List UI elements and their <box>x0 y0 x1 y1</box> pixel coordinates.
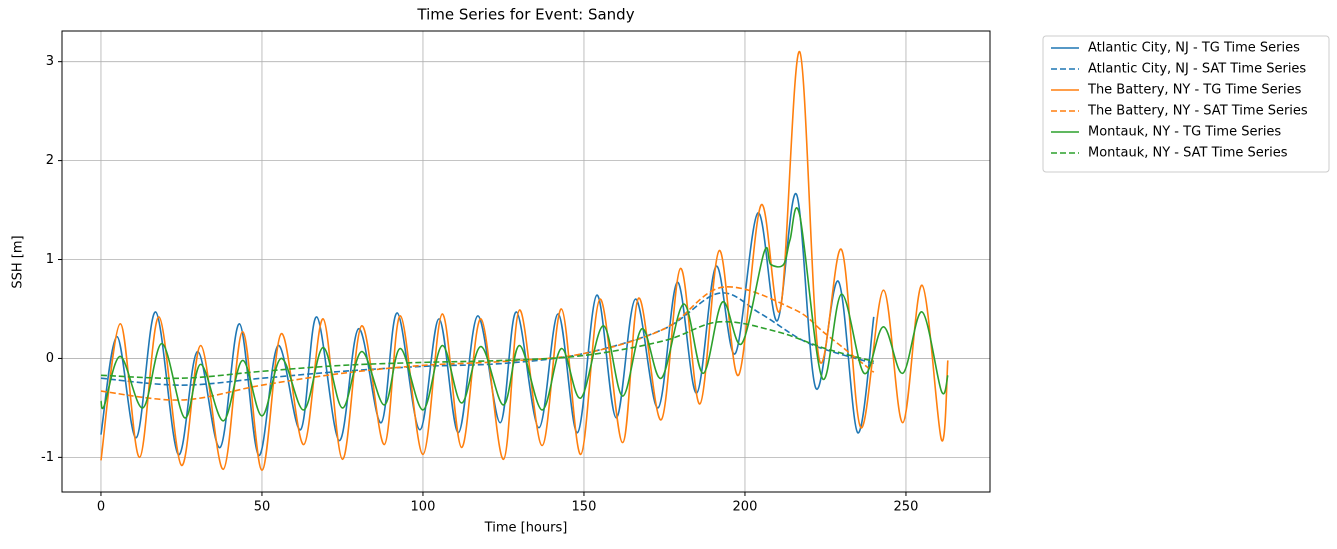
x-tick-label: 200 <box>733 500 758 515</box>
legend-label: Montauk, NY - SAT Time Series <box>1088 146 1288 161</box>
legend-label: Montauk, NY - TG Time Series <box>1088 125 1281 140</box>
x-tick-label: 0 <box>97 500 105 515</box>
chart-title: Time Series for Event: Sandy <box>416 6 634 24</box>
series-line <box>100 193 875 457</box>
y-axis-label: SSH [m] <box>11 235 26 288</box>
series-line <box>100 320 874 380</box>
legend-label: Atlantic City, NJ - SAT Time Series <box>1088 62 1306 77</box>
x-tick-label: 150 <box>572 500 597 515</box>
y-tick-label: 0 <box>46 351 54 366</box>
y-tick-label: -1 <box>41 450 54 465</box>
legend-box <box>1042 35 1330 173</box>
y-tick-label: 3 <box>46 54 54 69</box>
x-tick-label: 50 <box>254 500 271 515</box>
legend-label: The Battery, NY - SAT Time Series <box>1087 104 1308 119</box>
legend-label: The Battery, NY - TG Time Series <box>1087 83 1302 98</box>
y-tick-label: 2 <box>46 153 54 168</box>
plot-frame <box>61 30 991 493</box>
series-line <box>100 207 949 422</box>
series-line <box>100 292 874 386</box>
legend-label: Atlantic City, NJ - TG Time Series <box>1088 41 1300 56</box>
x-tick-label: 100 <box>411 500 436 515</box>
x-tick-label: 250 <box>894 500 919 515</box>
y-tick-label: 1 <box>46 252 54 267</box>
x-axis-label: Time [hours] <box>484 521 568 536</box>
